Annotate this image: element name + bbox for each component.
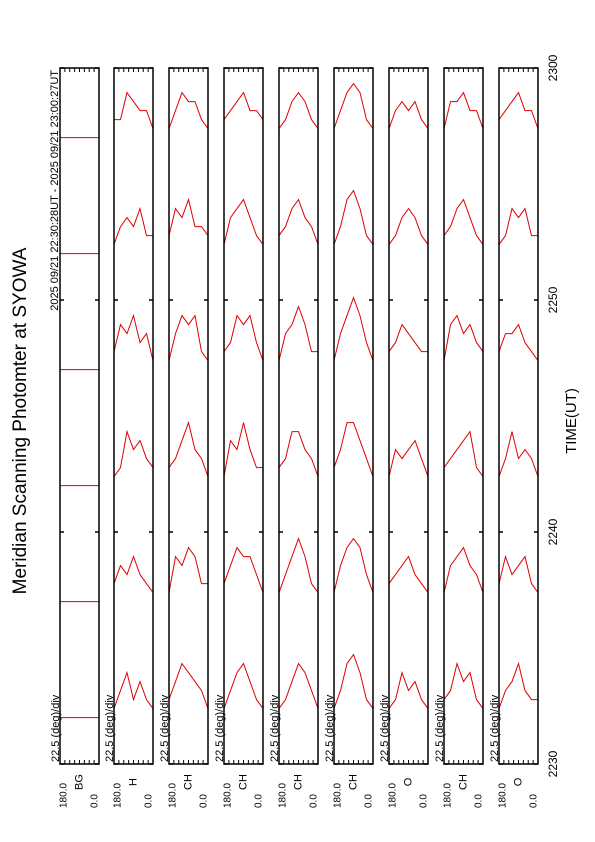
x-tick-label: 2230	[546, 750, 560, 777]
scan-trace	[498, 91, 539, 129]
angle-label: 180.0	[333, 783, 344, 808]
scan-trace	[223, 546, 264, 593]
scan-trace	[168, 546, 208, 593]
scan-trace	[113, 670, 154, 709]
scan-trace	[168, 662, 209, 709]
scan-trace	[443, 314, 484, 361]
angle-label: 0.0	[474, 794, 485, 808]
x-tick-label: 2240	[546, 518, 560, 545]
scan-trace	[113, 313, 154, 361]
scan-trace	[223, 422, 263, 477]
angle-label: 0.0	[419, 794, 430, 808]
scan-trace	[113, 555, 154, 593]
scale-label: 22.5 (deg)/div	[324, 694, 336, 762]
angle-label: 0.0	[364, 794, 375, 808]
channel-label: O	[512, 777, 524, 786]
angle-label: 0.0	[309, 794, 320, 808]
scan-trace	[223, 662, 264, 709]
scan-trace	[278, 537, 319, 593]
scan-trace	[388, 555, 429, 593]
scan-trace	[278, 305, 318, 361]
chart-title: Meridian Scanning Photomter at SYOWA	[10, 247, 31, 594]
scan-trace	[443, 661, 484, 709]
x-tick-label: 2250	[546, 286, 560, 313]
scan-trace	[388, 207, 429, 245]
x-tick-label: 2300	[546, 54, 560, 81]
scale-label: 22.5 (deg)/div	[434, 694, 446, 762]
scale-label: 22.5 (deg)/div	[50, 694, 62, 762]
scan-trace	[278, 431, 319, 477]
scan-trace	[223, 314, 264, 361]
scan-trace	[223, 91, 264, 120]
scan-trace	[278, 198, 319, 245]
angle-label: 180.0	[498, 783, 509, 808]
scan-trace	[498, 554, 539, 593]
angle-label: 0.0	[90, 794, 101, 808]
scan-trace	[278, 91, 319, 129]
channel-label: O	[402, 777, 414, 786]
scan-trace	[498, 207, 538, 245]
scan-trace	[388, 670, 429, 709]
scan-trace	[278, 662, 319, 709]
channel-label: CH	[457, 774, 469, 790]
angle-label: 0.0	[199, 794, 210, 808]
scan-trace	[113, 206, 153, 245]
channel-label: CH	[237, 774, 249, 790]
scan-trace	[498, 661, 538, 709]
scan-trace	[333, 82, 374, 129]
channel-label: H	[127, 778, 139, 786]
scan-trace	[443, 198, 484, 245]
channel-label: BG	[73, 774, 85, 790]
angle-label: 180.0	[278, 783, 289, 808]
angle-label: 180.0	[443, 783, 454, 808]
angle-label: 180.0	[59, 783, 70, 808]
scan-trace	[333, 653, 374, 709]
scan-trace	[168, 420, 209, 477]
scan-trace	[498, 323, 539, 361]
scan-trace	[333, 296, 374, 361]
scan-trace	[388, 323, 428, 353]
scan-trace	[168, 91, 209, 129]
angle-label: 0.0	[144, 794, 155, 808]
scan-trace	[388, 100, 429, 129]
scan-trace	[498, 431, 539, 477]
scan-trace	[443, 546, 484, 593]
scale-label: 22.5 (deg)/div	[269, 694, 281, 762]
scan-trace	[333, 422, 374, 477]
scan-trace	[168, 197, 209, 236]
scale-label: 22.5 (deg)/div	[104, 694, 116, 762]
scan-trace	[223, 198, 264, 245]
angle-label: 0.0	[254, 794, 265, 808]
angle-label: 180.0	[168, 783, 179, 808]
scan-trace	[168, 314, 209, 361]
scan-trace	[113, 429, 154, 477]
x-axis-title: TIME(UT)	[563, 388, 580, 454]
scan-trace	[443, 91, 484, 129]
channel-label: CH	[347, 774, 359, 790]
scale-label: 22.5 (deg)/div	[379, 694, 391, 762]
subtitle: 2025 09/21 22:30:28UT - 2025 09/21 23:00…	[49, 70, 61, 311]
angle-label: 180.0	[223, 783, 234, 808]
scan-trace	[333, 189, 374, 245]
channel-label: CH	[292, 774, 304, 790]
scan-trace	[114, 91, 154, 129]
channel-label: CH	[182, 774, 194, 790]
scale-label: 22.5 (deg)/div	[489, 694, 501, 762]
scale-label: 22.5 (deg)/div	[159, 694, 171, 762]
scale-label: 22.5 (deg)/div	[214, 694, 226, 762]
angle-label: 180.0	[388, 783, 399, 808]
scan-trace	[388, 439, 429, 477]
scan-trace	[333, 537, 374, 593]
scan-trace	[443, 430, 484, 477]
angle-label: 0.0	[529, 794, 540, 808]
angle-label: 180.0	[113, 783, 124, 808]
